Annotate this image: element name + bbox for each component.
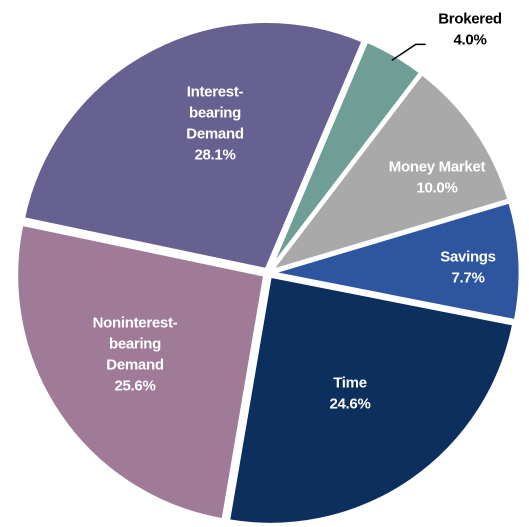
pie-slice — [15, 222, 267, 522]
slice-label: Noninterest- — [93, 314, 178, 331]
pie-slice — [271, 200, 522, 323]
pie-slice — [21, 19, 366, 272]
slice-label: Brokered — [438, 10, 502, 27]
pie-slice — [226, 274, 516, 526]
value-label: 10.0% — [416, 179, 457, 196]
value-label: 25.6% — [114, 377, 155, 394]
value-label: 4.0% — [454, 31, 487, 48]
value-label: 7.7% — [452, 269, 485, 286]
slice-label: bearing — [189, 104, 241, 121]
slice-label: Demand — [106, 356, 164, 373]
slice-label: Money Market — [389, 158, 486, 175]
pie-slice — [267, 71, 511, 274]
pie-slice — [268, 39, 423, 271]
slice-label: Time — [333, 374, 367, 391]
value-label: 24.6% — [329, 395, 370, 412]
slice-label: Interest- — [187, 83, 244, 100]
slice-label: bearing — [109, 335, 161, 352]
slice-label: Savings — [440, 248, 495, 265]
value-label: 28.1% — [194, 146, 235, 163]
leader-line — [391, 43, 426, 62]
slice-label: Demand — [186, 125, 244, 142]
